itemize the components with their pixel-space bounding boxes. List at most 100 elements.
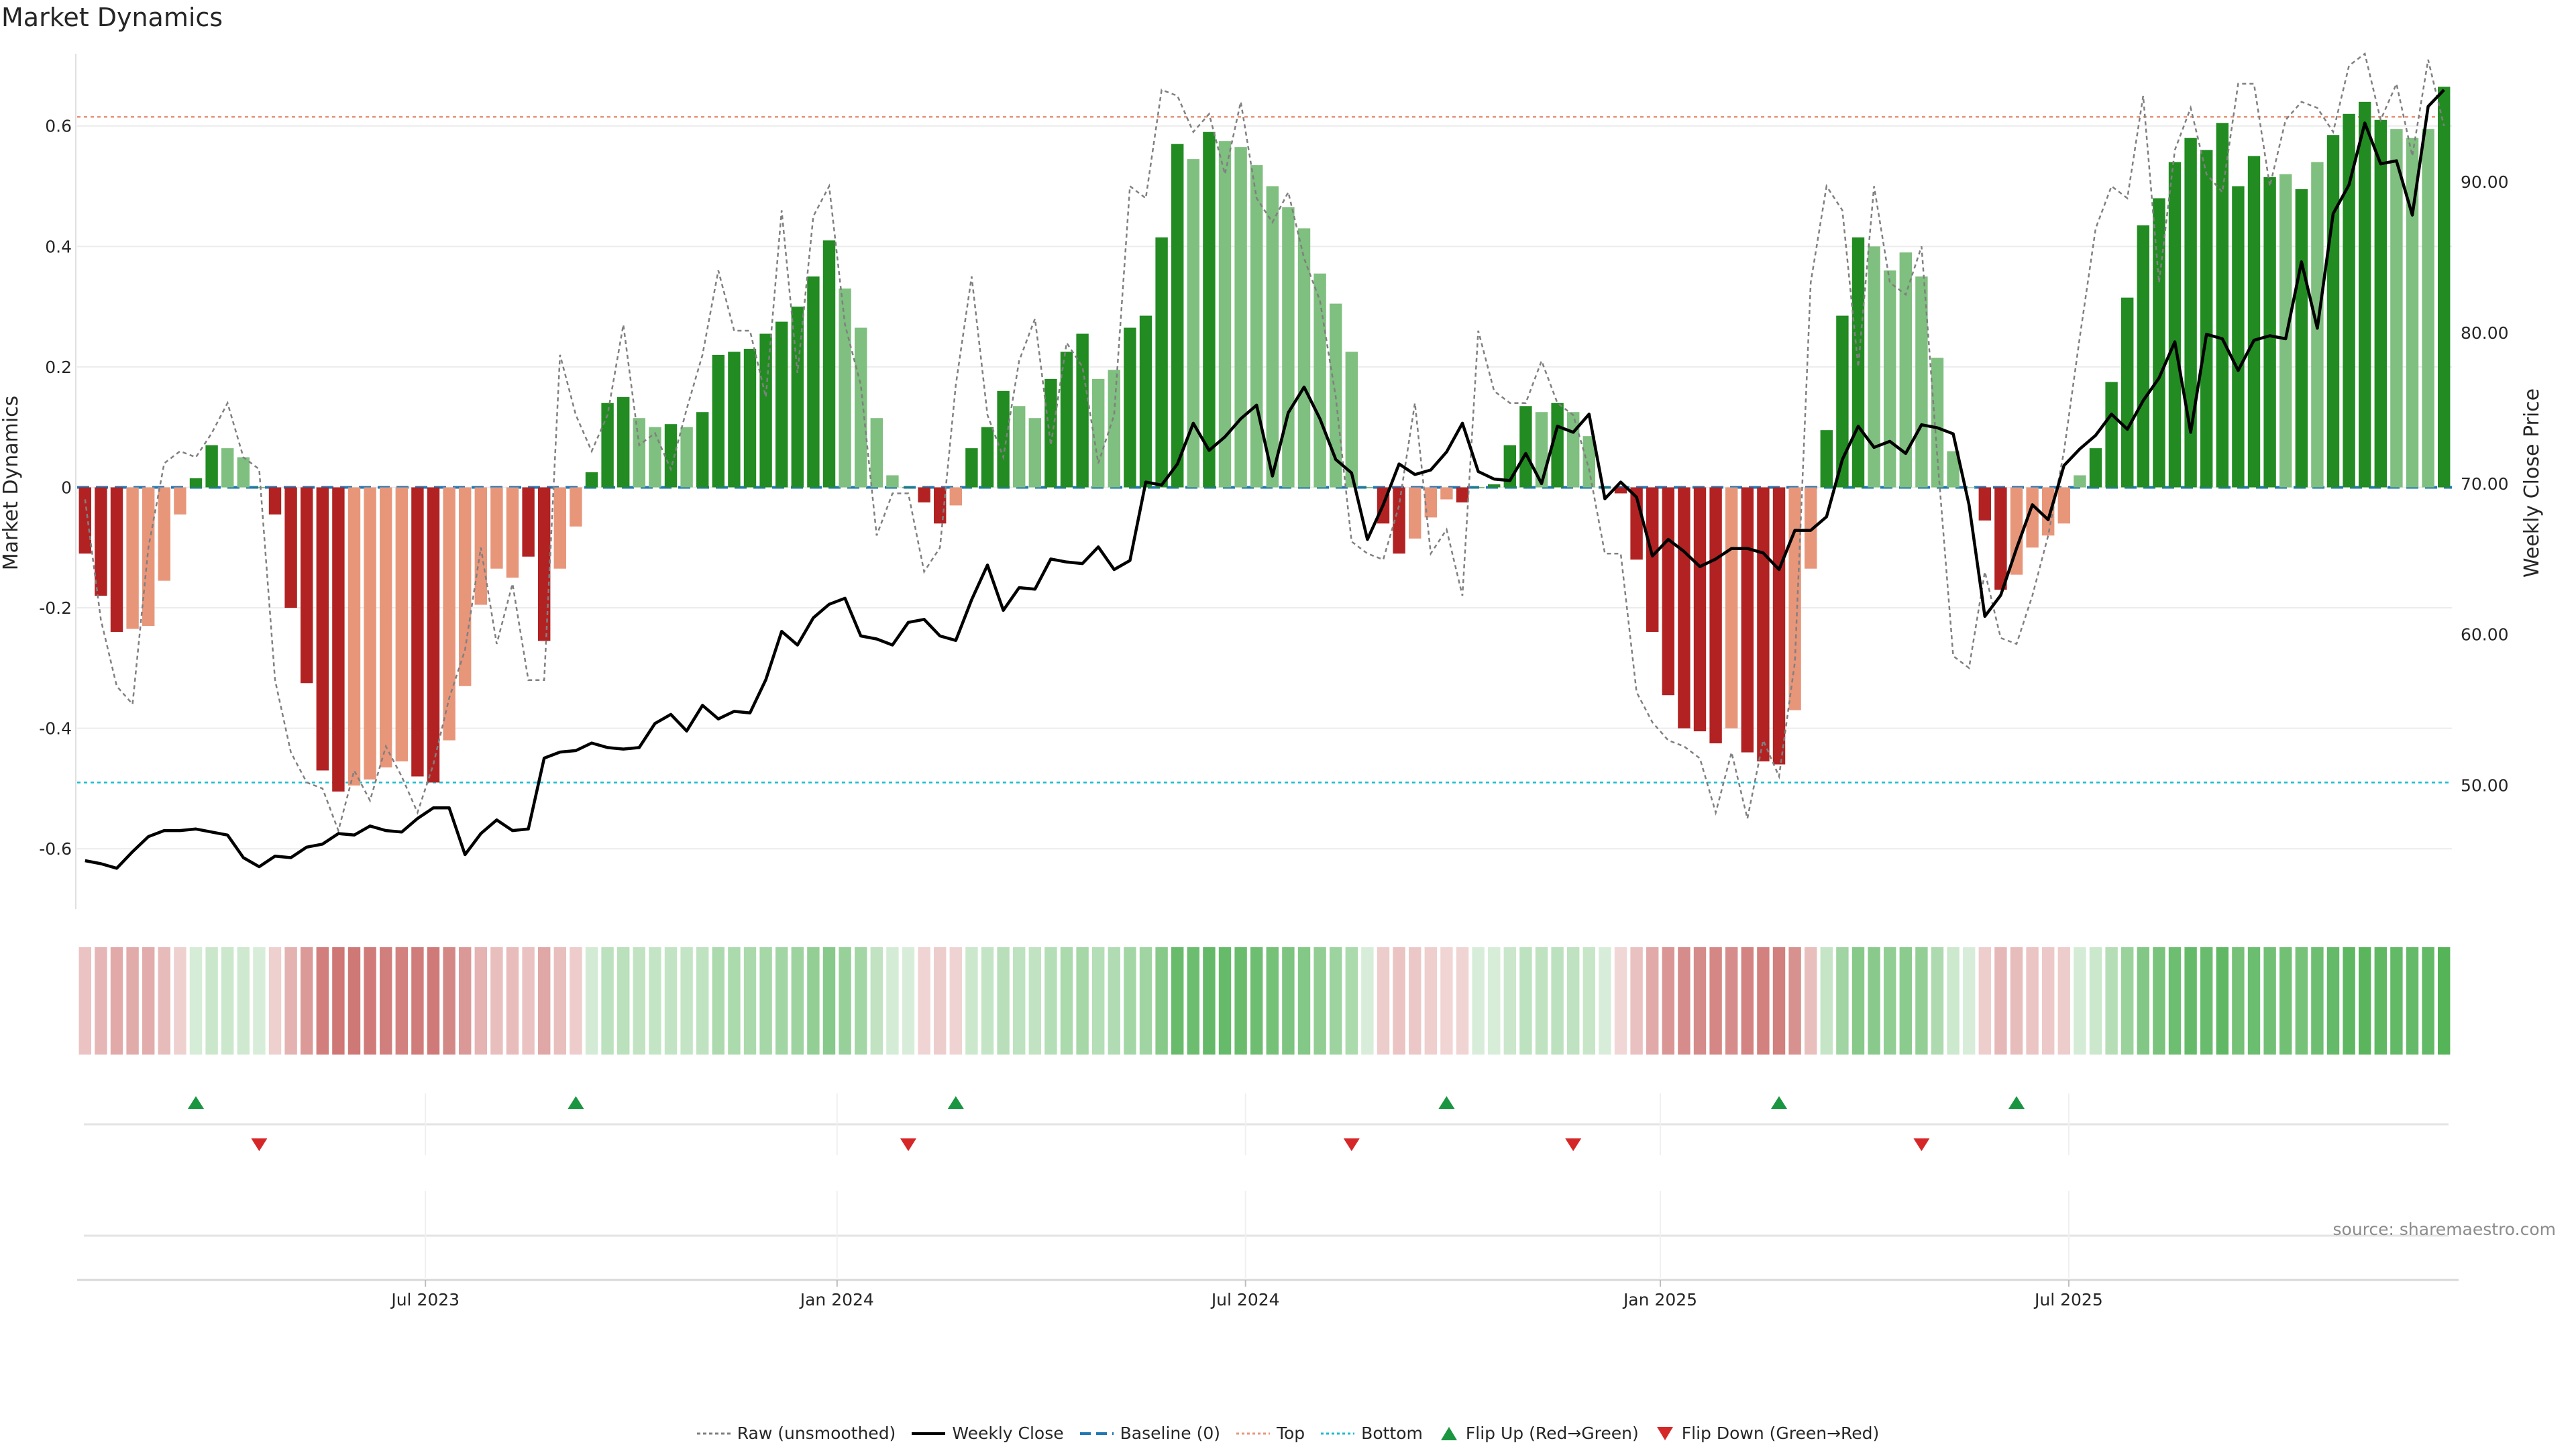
dynamics-bar bbox=[712, 354, 725, 488]
heat-cell bbox=[1693, 947, 1707, 1055]
flip-up-icon bbox=[1440, 1426, 1457, 1440]
dynamics-bar bbox=[2295, 189, 2308, 488]
dynamics-bar bbox=[791, 307, 804, 488]
heat-cell bbox=[537, 947, 551, 1055]
legend-top-label: Top bbox=[1276, 1424, 1305, 1443]
flip-up-icon bbox=[1438, 1096, 1455, 1109]
dynamics-bar bbox=[2010, 487, 2023, 575]
right-tick-label: 60.00 bbox=[2461, 625, 2509, 645]
heat-cell bbox=[427, 947, 440, 1055]
dynamics-bar bbox=[1962, 487, 1976, 488]
heat-cell bbox=[2374, 947, 2387, 1055]
x-axis: Jul 2023 Jan 2024 Jul 2024 Jan 2025 Jul 2025 bbox=[77, 1191, 2459, 1309]
weekly-close-series bbox=[85, 89, 2445, 870]
dynamics-bar bbox=[870, 418, 883, 488]
heat-cell bbox=[1551, 947, 1564, 1055]
y-axis-label-right: Weekly Close Price bbox=[2520, 388, 2544, 578]
heat-cell bbox=[1139, 947, 1152, 1055]
dynamics-bar bbox=[1868, 246, 1880, 488]
heat-cell bbox=[1076, 947, 1089, 1055]
heat-cell bbox=[2121, 947, 2134, 1055]
dynamics-bar bbox=[1599, 487, 1611, 488]
dynamics-bar bbox=[933, 487, 947, 524]
dynamics-bar bbox=[158, 487, 171, 581]
heat-cell bbox=[2216, 947, 2229, 1055]
heat-cell bbox=[1345, 947, 1358, 1055]
heat-cell bbox=[1377, 947, 1390, 1055]
heat-cell bbox=[1108, 947, 1121, 1055]
heat-cell bbox=[2422, 947, 2434, 1055]
heat-cell bbox=[1646, 947, 1659, 1055]
dynamics-bar bbox=[458, 487, 472, 686]
legend-top-swatch bbox=[1236, 1432, 1270, 1434]
dynamics-bar bbox=[1250, 165, 1263, 488]
dynamics-bar bbox=[1282, 207, 1295, 488]
heat-cell bbox=[268, 947, 282, 1055]
dynamics-bar bbox=[2074, 475, 2086, 488]
heat-cell bbox=[1297, 947, 1311, 1055]
x-tick-label: Jul 2023 bbox=[390, 1290, 460, 1309]
heat-cell bbox=[759, 947, 772, 1055]
heat-strip bbox=[78, 947, 2451, 1055]
dynamics-bar bbox=[553, 487, 567, 569]
heat-cell bbox=[822, 947, 836, 1055]
dynamics-bar bbox=[2026, 487, 2039, 548]
heat-cell bbox=[649, 947, 661, 1055]
dynamics-bar bbox=[1012, 406, 1026, 488]
dynamics-bar bbox=[2137, 225, 2150, 488]
dynamics-bar bbox=[1313, 273, 1326, 488]
dynamics-bar bbox=[443, 487, 455, 741]
dynamics-bar bbox=[1899, 252, 1913, 488]
legend-close-label: Weekly Close bbox=[952, 1424, 1064, 1443]
dynamics-bar bbox=[2184, 138, 2197, 488]
dynamics-bar bbox=[490, 487, 503, 569]
heat-cell bbox=[1566, 947, 1580, 1055]
dynamics-bar bbox=[1472, 487, 1485, 488]
heat-cell bbox=[1250, 947, 1263, 1055]
heat-cell bbox=[332, 947, 345, 1055]
heat-cell bbox=[1678, 947, 1690, 1055]
heat-cell bbox=[2247, 947, 2261, 1055]
dynamics-bar bbox=[2121, 297, 2134, 488]
left-tick-label: 0.6 bbox=[45, 117, 72, 136]
dynamics-bar bbox=[174, 487, 186, 515]
heat-cell bbox=[1472, 947, 1485, 1055]
heat-cell bbox=[585, 947, 598, 1055]
heat-cell bbox=[2358, 947, 2371, 1055]
dynamics-bar bbox=[1171, 144, 1184, 488]
dynamics-bar bbox=[633, 418, 646, 488]
legend-item-raw: Raw (unsmoothed) bbox=[696, 1424, 896, 1443]
heat-cell bbox=[1931, 947, 1944, 1055]
raw-series bbox=[84, 52, 2445, 834]
heat-cell bbox=[2390, 947, 2403, 1055]
dynamics-bar bbox=[1297, 228, 1311, 488]
legend: Raw (unsmoothed) Weekly Close Baseline (… bbox=[0, 1424, 2576, 1443]
dynamics-bar bbox=[379, 487, 392, 767]
left-tick-label: 0.2 bbox=[45, 358, 72, 377]
heat-cell bbox=[1820, 947, 1833, 1055]
dynamics-bar bbox=[918, 487, 930, 502]
dynamics-bar bbox=[1931, 358, 1944, 488]
dynamics-bar bbox=[253, 487, 266, 488]
heat-cell bbox=[2057, 947, 2071, 1055]
dynamics-bar bbox=[2216, 123, 2229, 488]
dynamics-bar bbox=[2168, 162, 2182, 488]
heat-cell bbox=[839, 947, 851, 1055]
legend-close-swatch bbox=[912, 1432, 946, 1435]
heat-cell bbox=[158, 947, 171, 1055]
dynamics-bar bbox=[1361, 487, 1374, 488]
heat-cell bbox=[918, 947, 930, 1055]
heat-cell bbox=[2137, 947, 2150, 1055]
heat-cell bbox=[506, 947, 519, 1055]
dynamics-bar bbox=[1551, 402, 1564, 488]
dynamics-bar bbox=[1408, 487, 1421, 539]
heat-cell bbox=[1393, 947, 1405, 1055]
dynamics-bar bbox=[728, 352, 741, 488]
heat-cell bbox=[1772, 947, 1786, 1055]
heat-cell bbox=[1012, 947, 1026, 1055]
dynamics-bar bbox=[1139, 315, 1152, 488]
legend-baseline-label: Baseline (0) bbox=[1120, 1424, 1220, 1443]
flip-down-icon bbox=[1656, 1426, 1673, 1440]
heat-cell bbox=[300, 947, 313, 1055]
